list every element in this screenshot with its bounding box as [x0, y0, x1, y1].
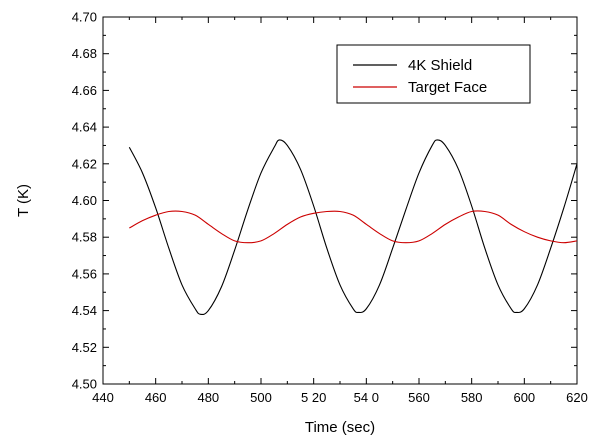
x-tick-label: 620: [566, 390, 588, 405]
x-tick-label: 500: [250, 390, 272, 405]
y-tick-label: 4.56: [72, 266, 97, 281]
y-tick-label: 4.52: [72, 340, 97, 355]
y-tick-label: 4.68: [72, 46, 97, 61]
x-tick-label: 580: [461, 390, 483, 405]
x-tick-label: 480: [197, 390, 219, 405]
y-tick-label: 4.66: [72, 83, 97, 98]
y-tick-label: 4.58: [72, 230, 97, 245]
x-tick-label: 5 20: [301, 390, 326, 405]
y-tick-label: 4.70: [72, 10, 97, 25]
legend-label-4k-shield: 4K Shield: [408, 57, 472, 74]
series-line-4k-shield: [129, 140, 577, 315]
x-axis-label: Time (sec): [305, 419, 375, 436]
x-tick-label: 54 0: [354, 390, 379, 405]
series-layer: [129, 140, 577, 315]
y-tick-label: 4.54: [72, 303, 97, 318]
series-line-target-face: [129, 211, 577, 243]
x-tick-label: 600: [513, 390, 535, 405]
y-tick-label: 4.64: [72, 120, 97, 135]
y-tick-label: 4.50: [72, 377, 97, 392]
y-tick-label: 4.62: [72, 156, 97, 171]
y-tick-label: 4.60: [72, 193, 97, 208]
y-axis-label: T (K): [15, 184, 32, 217]
x-tick-label: 440: [92, 390, 114, 405]
legend: 4K Shield Target Face: [337, 45, 530, 103]
x-tick-label: 560: [408, 390, 430, 405]
x-tick-label: 460: [145, 390, 167, 405]
legend-label-target-face: Target Face: [408, 79, 487, 96]
